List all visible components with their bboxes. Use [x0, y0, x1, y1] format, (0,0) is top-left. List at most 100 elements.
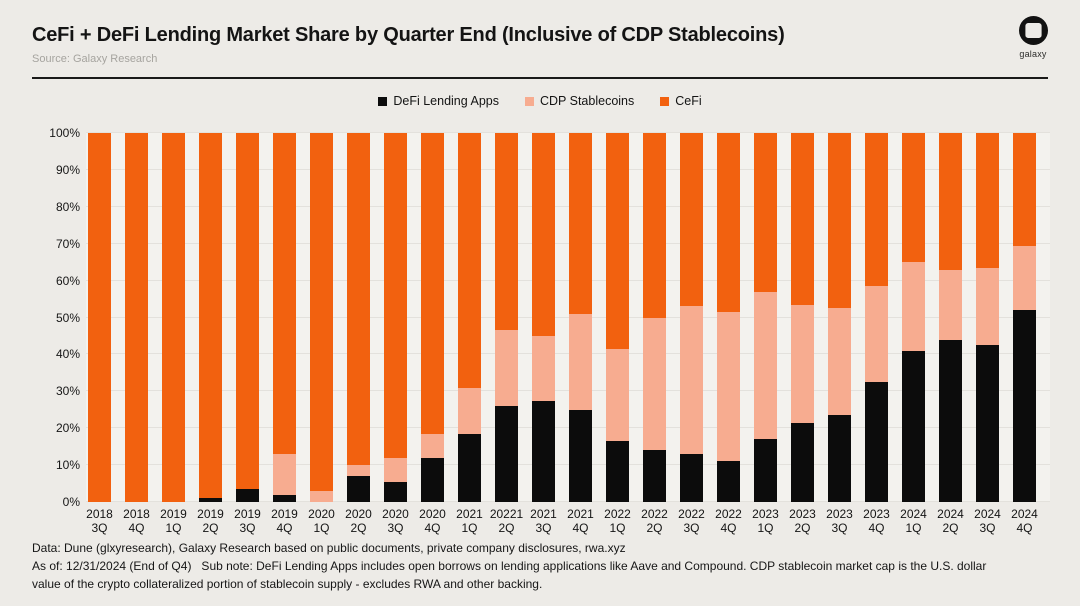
bar-column — [384, 133, 407, 502]
bar-segment-defi — [458, 433, 481, 502]
bar-segment-cefi — [828, 133, 851, 309]
x-tick-quarter: 3Q — [387, 521, 404, 535]
x-tick-quarter: 2Q — [498, 521, 515, 535]
bar-segment-defi — [532, 400, 555, 502]
bar-segment-defi — [384, 481, 407, 502]
bar-segment-cefi — [1013, 133, 1036, 246]
bar-segment-cefi — [458, 133, 481, 388]
bar-column — [717, 133, 740, 502]
x-tick-year: 2019 — [234, 507, 261, 521]
bar-segment-cdp — [347, 465, 370, 477]
x-tick-label: 2021 1Q — [448, 507, 492, 535]
x-tick-label: 2020 2Q — [337, 507, 381, 535]
footnote-asof-line: As of: 12/31/2024 (End of Q4) Sub note: … — [32, 559, 987, 573]
x-tick-quarter: 3Q — [831, 521, 848, 535]
legend-item-defi: DeFi Lending Apps — [378, 94, 499, 108]
x-tick-label: 2020 3Q — [374, 507, 418, 535]
bar-column — [162, 133, 185, 502]
gridline — [86, 132, 1050, 133]
bar-segment-defi — [902, 350, 925, 502]
gridline — [86, 205, 1050, 207]
gridline — [86, 242, 1050, 244]
bar-segment-cefi — [865, 133, 888, 287]
bar-column — [902, 133, 925, 502]
x-tick-quarter: 4Q — [424, 521, 441, 535]
bar-segment-cefi — [199, 133, 222, 499]
x-tick-quarter: 3Q — [91, 521, 108, 535]
x-tick-year: 2022 — [641, 507, 668, 521]
x-tick-label: 2019 3Q — [226, 507, 270, 535]
gridline — [86, 353, 1050, 355]
bar-segment-cdp — [754, 291, 777, 440]
bar-column — [791, 133, 814, 502]
bar-segment-cefi — [532, 133, 555, 336]
x-tick-year: 2024 — [1011, 507, 1038, 521]
y-tick-label: 100% — [49, 126, 80, 140]
x-tick-quarter: 2Q — [350, 521, 367, 535]
x-tick-year: 2018 — [123, 507, 150, 521]
legend-label-cefi: CeFi — [675, 94, 702, 108]
x-tick-year: 2024 — [974, 507, 1001, 521]
gridline — [86, 390, 1050, 392]
gridline — [86, 316, 1050, 318]
x-tick-year: 2020 — [345, 507, 372, 521]
page-title: CeFi + DeFi Lending Market Share by Quar… — [32, 24, 785, 46]
x-tick-year: 2023 — [789, 507, 816, 521]
y-tick-label: 50% — [55, 310, 80, 325]
bar-segment-cdp — [939, 269, 962, 340]
bar-segment-cdp — [273, 454, 296, 495]
x-tick-quarter: 1Q — [165, 521, 182, 535]
bar-column — [421, 133, 444, 502]
chart-legend: DeFi Lending Apps CDP Stablecoins CeFi — [0, 94, 1080, 108]
bar-column — [199, 133, 222, 502]
bar-segment-defi — [791, 422, 814, 502]
y-tick-label: 10% — [55, 458, 80, 473]
bar-segment-defi — [643, 450, 666, 502]
x-tick-year: 2024 — [900, 507, 927, 521]
bar-segment-cdp — [828, 308, 851, 416]
x-tick-quarter: 2Q — [794, 521, 811, 535]
bar-segment-cefi — [569, 133, 592, 314]
bar-segment-defi — [495, 406, 518, 502]
bar-column — [865, 133, 888, 502]
x-tick-year: 2022 — [604, 507, 631, 521]
bar-segment-defi — [717, 461, 740, 502]
bar-segment-defi — [754, 439, 777, 502]
bar-column — [643, 133, 666, 502]
x-tick-year: 2021 — [456, 507, 483, 521]
x-tick-quarter: 1Q — [757, 521, 774, 535]
bar-segment-cefi — [495, 133, 518, 331]
bar-segment-defi — [939, 339, 962, 502]
y-tick-label: 30% — [55, 384, 80, 399]
bar-segment-cefi — [939, 133, 962, 270]
bar-segment-defi — [569, 409, 592, 502]
gridline — [86, 279, 1050, 281]
bar-column — [569, 133, 592, 502]
bar-segment-cdp — [606, 348, 629, 442]
bar-segment-cefi — [347, 133, 370, 466]
x-tick-label: 2019 4Q — [263, 507, 307, 535]
legend-item-cdp: CDP Stablecoins — [524, 94, 634, 108]
bar-column — [1013, 133, 1036, 502]
x-tick-quarter: 3Q — [683, 521, 700, 535]
gridline — [86, 427, 1050, 429]
legend-label-defi: DeFi Lending Apps — [393, 94, 499, 108]
plot-area — [86, 132, 1050, 502]
bar-column — [236, 133, 259, 502]
bar-column — [976, 133, 999, 502]
bar-column — [125, 133, 148, 502]
x-tick-quarter: 1Q — [609, 521, 626, 535]
galaxy-logo-icon — [1014, 15, 1052, 46]
bar-segment-cdp — [495, 330, 518, 407]
y-tick-label: 80% — [55, 199, 80, 214]
bar-segment-cdp — [569, 313, 592, 410]
x-tick-year: 20221 — [489, 507, 524, 521]
x-tick-quarter: 1Q — [313, 521, 330, 535]
footnote-subnote-line: value of the crypto collateralized porti… — [32, 577, 543, 591]
bar-segment-defi — [421, 457, 444, 502]
gridline — [86, 168, 1050, 170]
x-tick-year: 2023 — [826, 507, 853, 521]
bar-segment-cdp — [421, 433, 444, 458]
x-tick-label: 2024 2Q — [929, 507, 973, 535]
